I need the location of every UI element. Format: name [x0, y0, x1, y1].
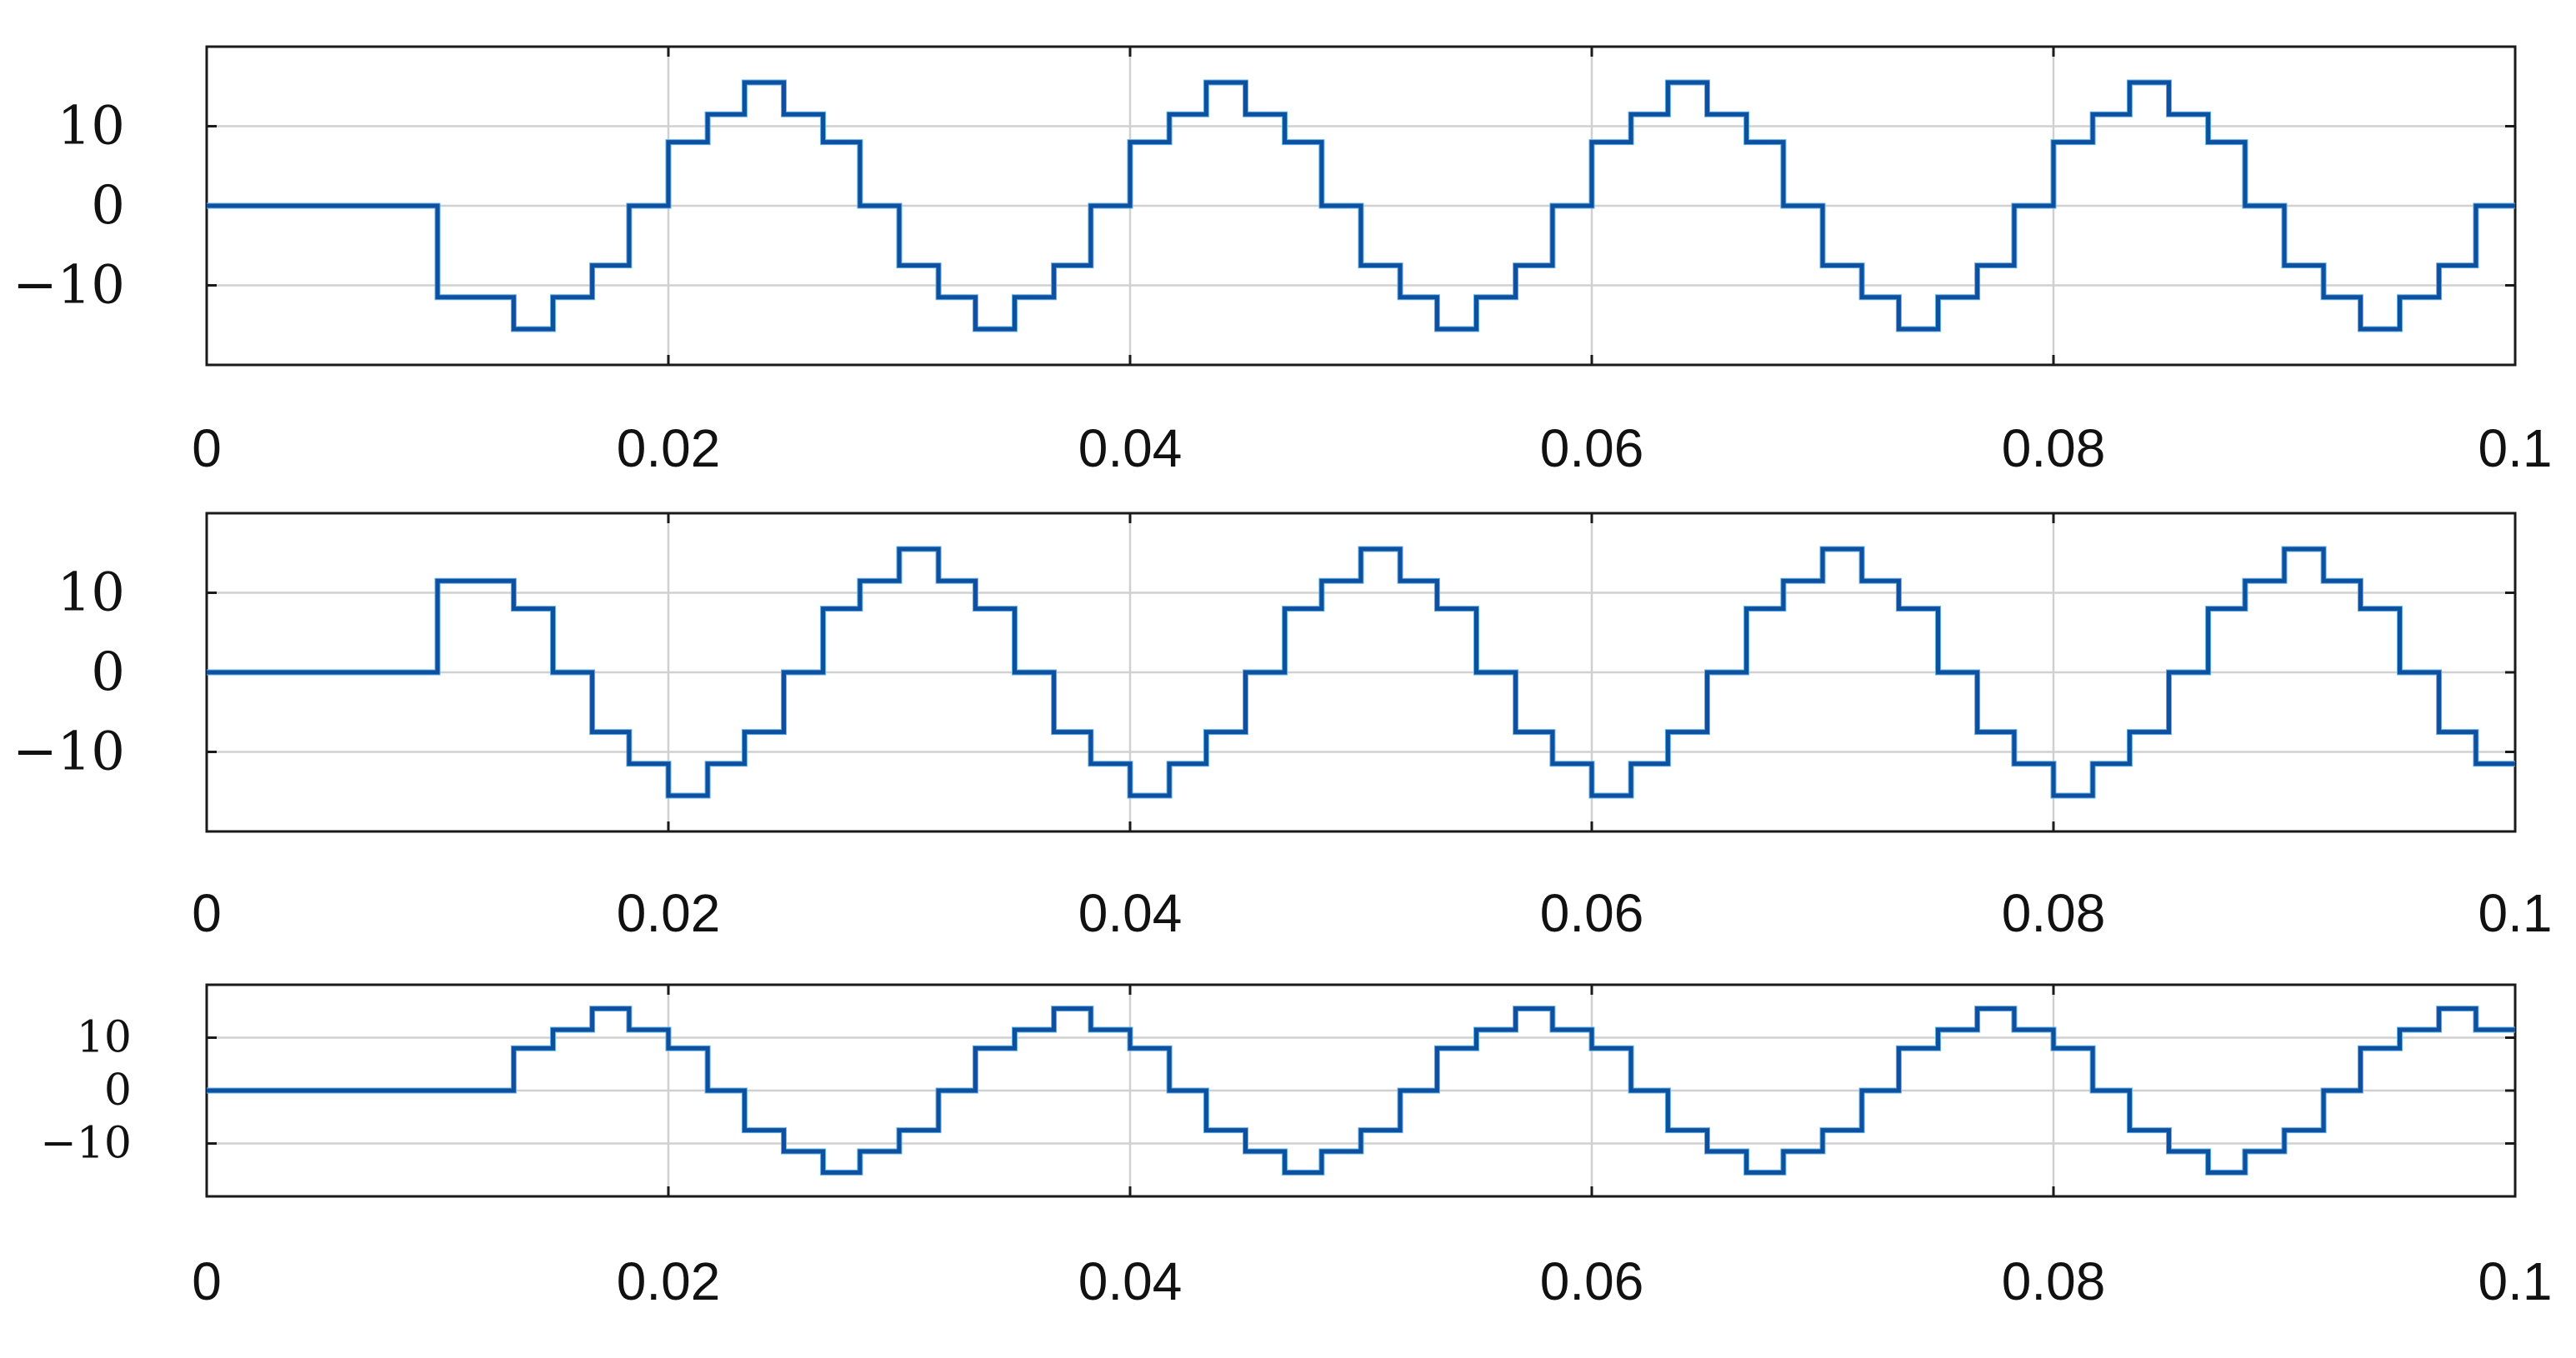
y-tick-label: −10 — [13, 721, 125, 783]
x-tick-label: 0.06 — [1540, 1251, 1644, 1311]
y-tick-label: −10 — [13, 255, 125, 317]
x-tick-label: 0.04 — [1078, 883, 1183, 943]
x-tick-label: 0 — [192, 1251, 222, 1311]
x-tick-label: 0 — [192, 883, 222, 943]
y-tick-label: −10 — [40, 1119, 132, 1169]
x-tick-label: 0.08 — [2002, 1251, 2106, 1311]
x-tick-label: 0.02 — [617, 883, 721, 943]
x-tick-label: 0.1 — [2478, 883, 2553, 943]
x-tick-label: 0.02 — [617, 418, 721, 478]
x-tick-label: 0.1 — [2478, 418, 2553, 478]
x-tick-label: 0 — [192, 418, 222, 478]
x-tick-label: 0.04 — [1078, 1251, 1183, 1311]
series-line-2 — [207, 547, 2515, 798]
x-tick-label: 0.02 — [617, 1251, 721, 1311]
panel-1: 10 0 −10 0 0.02 0.04 0.06 0.08 0.1 — [13, 45, 2553, 478]
x-tick-label: 0.04 — [1078, 418, 1183, 478]
x-tick-label: 0.06 — [1540, 883, 1644, 943]
x-tick-label: 0.08 — [2002, 418, 2106, 478]
y-tick-label: 0 — [91, 175, 125, 237]
series-line-3 — [207, 1006, 2515, 1175]
series-line-1 — [207, 80, 2515, 332]
x-tick-label: 0.06 — [1540, 418, 1644, 478]
y-tick-label: 10 — [58, 96, 125, 157]
panel-2: 10 0 −10 0 0.02 0.04 0.06 0.08 0.1 — [13, 512, 2553, 943]
panel-3: 100−100 0.02 0.04 0.06 0.08 0.1 — [40, 983, 2553, 1311]
y-tick-label: 0 — [104, 1066, 132, 1116]
y-tick-label: 0 — [91, 642, 125, 703]
y-tick-label: 10 — [58, 562, 125, 624]
y-tick-label: 10 — [77, 1013, 132, 1063]
x-tick-label: 0.1 — [2478, 1251, 2553, 1311]
x-tick-label: 0.08 — [2002, 883, 2106, 943]
